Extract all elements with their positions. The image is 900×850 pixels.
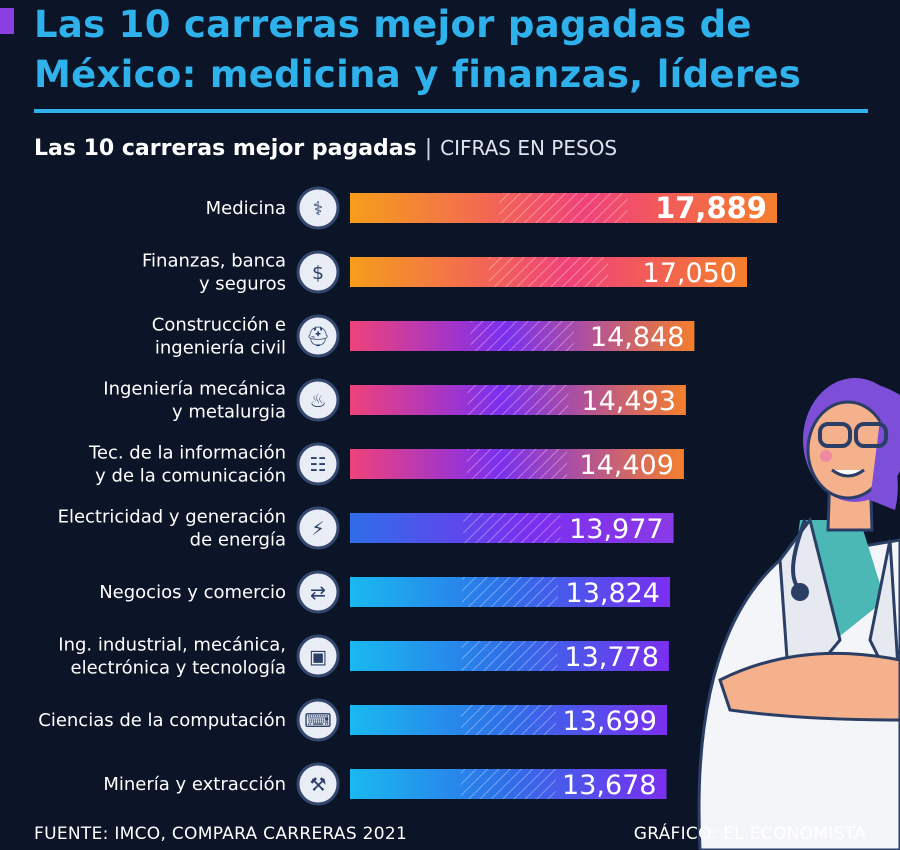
svg-text:⚕: ⚕ (313, 198, 323, 220)
construction-worker-icon: ⛑ (296, 314, 340, 358)
bar-texture (470, 321, 574, 351)
handshake-coin-icon: ⇄ (296, 570, 340, 614)
category-label: Electricidad y generación (58, 507, 286, 528)
doctor-illustration (697, 378, 900, 850)
source-note: FUENTE: IMCO, COMPARA CARRERAS 2021 (34, 824, 408, 844)
value-label: 13,699 (563, 706, 657, 737)
microchip-icon: ▣ (296, 634, 340, 678)
category-label: Ing. industrial, mecánica, (58, 635, 286, 656)
accent-tab (0, 8, 14, 34)
bar-texture (460, 705, 556, 735)
svg-text:⇄: ⇄ (310, 582, 326, 604)
category-label: Medicina (206, 198, 286, 219)
category-label: y de la comunicación (95, 466, 286, 487)
chart-subtitle: Las 10 carreras mejor pagadas | CIFRAS EN … (34, 136, 617, 161)
svg-text:⚡: ⚡ (311, 518, 324, 540)
subtitle-main: Las 10 carreras mejor pagadas (34, 136, 417, 161)
category-label: Tec. de la información (88, 443, 286, 464)
page-title: Las 10 carreras mejor pagadas de México:… (34, 0, 884, 100)
value-label: 17,889 (655, 191, 767, 225)
value-label: 13,824 (566, 578, 660, 609)
credit-note: GRÁFICO: EL ECONOMISTA (633, 824, 866, 844)
value-label: 14,848 (590, 322, 684, 353)
bar-texture (462, 577, 558, 607)
category-label: Negocios y comercio (99, 582, 286, 603)
subtitle-separator: | (424, 136, 433, 161)
category-label: Minería y extracción (103, 774, 286, 795)
subtitle-units: CIFRAS EN PESOS (440, 136, 618, 160)
computer-icon: ⌨ (296, 698, 340, 742)
category-label: y metalurgia (172, 402, 286, 423)
bar-texture (488, 257, 608, 287)
power-plug-icon: ⚡ (296, 506, 340, 550)
title-line-2: México: medicina y finanzas, líderes (34, 53, 802, 96)
category-label: de energía (190, 530, 286, 551)
value-label: 13,678 (562, 770, 656, 801)
category-label: Finanzas, banca (142, 251, 286, 272)
svg-text:⚒: ⚒ (309, 774, 326, 796)
category-label: electrónica y tecnología (71, 658, 286, 679)
bar-texture (460, 769, 556, 799)
furnace-icon: ♨ (296, 378, 340, 422)
bar-texture (463, 513, 561, 543)
value-label: 14,493 (581, 386, 675, 417)
bar-texture (466, 449, 568, 479)
value-label: 17,050 (643, 258, 737, 289)
category-label: y seguros (199, 274, 286, 295)
category-label: ingeniería civil (155, 338, 286, 359)
category-label: Ingeniería mecánica (103, 379, 286, 400)
svg-text:$: $ (312, 262, 324, 284)
svg-text:☷: ☷ (309, 454, 326, 476)
category-label: Ciencias de la computación (38, 710, 286, 731)
title-divider (34, 109, 868, 113)
svg-text:▣: ▣ (309, 646, 327, 668)
data-monitor-icon: ☷ (296, 442, 340, 486)
finance-document-icon: $ (296, 250, 340, 294)
svg-text:⌨: ⌨ (304, 710, 331, 732)
svg-text:♨: ♨ (309, 390, 326, 412)
value-label: 14,409 (579, 450, 673, 481)
value-label: 13,977 (569, 514, 663, 545)
bar-texture (461, 641, 558, 671)
doctor-icon: ⚕ (296, 186, 340, 230)
title-line-1: Las 10 carreras mejor pagadas de (34, 3, 752, 46)
bar-texture (467, 385, 569, 415)
value-label: 13,778 (564, 642, 658, 673)
mining-pickaxe-icon: ⚒ (296, 762, 340, 806)
svg-text:⛑: ⛑ (306, 326, 330, 348)
category-label: Construcción e (152, 315, 286, 336)
bar-texture (499, 193, 628, 223)
